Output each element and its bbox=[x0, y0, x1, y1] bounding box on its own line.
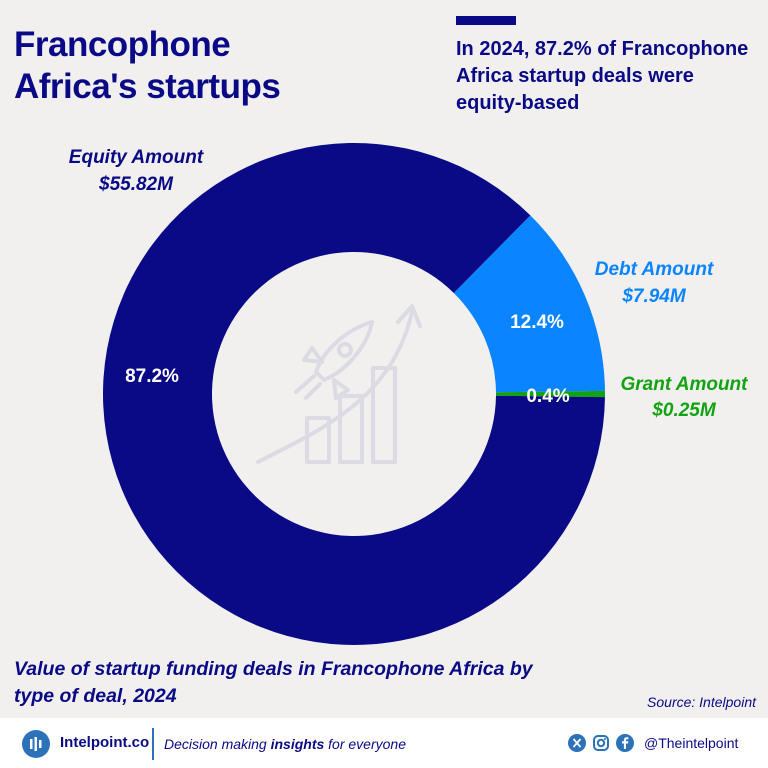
value-label-debt: $7.94M bbox=[621, 286, 687, 307]
percent-label-debt: 12.4% bbox=[510, 312, 564, 333]
category-label-debt: Debt Amount bbox=[595, 259, 714, 280]
donut-chart: 87.2% 12.4% 0.4% Equity Amount $55.82M Debt A… bbox=[69, 142, 748, 645]
facebook-icon[interactable] bbox=[616, 734, 634, 752]
value-label-equity: $55.82M bbox=[98, 174, 174, 195]
slice-debt bbox=[453, 215, 605, 393]
chart-subtitle: Value of startup funding deals in Franco… bbox=[14, 658, 533, 707]
x-icon[interactable] bbox=[568, 734, 586, 752]
social-links: @Theintelpoint bbox=[568, 732, 738, 754]
instagram-icon[interactable] bbox=[592, 734, 610, 752]
category-label-equity: Equity Amount bbox=[69, 147, 204, 168]
tagline: Decision making insights for everyone bbox=[164, 736, 406, 752]
page-title: Francophone Africa's startups bbox=[14, 25, 281, 106]
footer: Intelpoint.co Decision making insights f… bbox=[0, 718, 768, 768]
slice-equity bbox=[102, 142, 605, 645]
social-handle[interactable]: @Theintelpoint bbox=[644, 735, 739, 751]
headline-accent-bar bbox=[456, 16, 516, 25]
percent-label-equity: 87.2% bbox=[125, 366, 179, 387]
rocket-growth-icon bbox=[256, 304, 422, 464]
brand-link[interactable]: Intelpoint.co bbox=[60, 734, 150, 751]
intelpoint-logo-icon bbox=[22, 730, 50, 758]
value-label-grant: $0.25M bbox=[651, 400, 717, 421]
slice-grant bbox=[495, 390, 605, 398]
headline: In 2024, 87.2% of Francophone Africa sta… bbox=[456, 38, 749, 114]
footer-divider bbox=[152, 728, 154, 760]
percent-label-grant: 0.4% bbox=[526, 386, 569, 407]
source-note: Source: Intelpoint bbox=[647, 694, 756, 710]
category-label-grant: Grant Amount bbox=[620, 374, 748, 395]
